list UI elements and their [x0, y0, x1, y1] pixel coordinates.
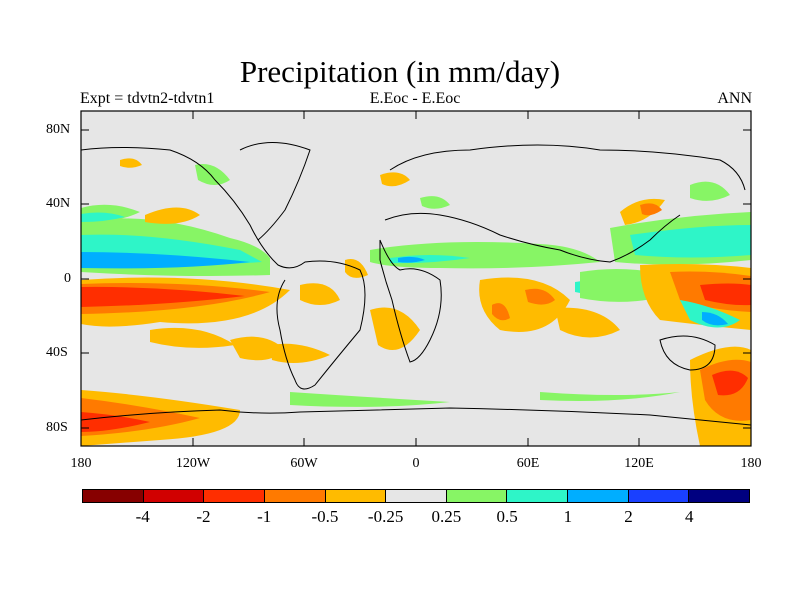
anomaly-region — [195, 164, 230, 185]
anomaly-region — [81, 212, 125, 222]
anomaly-region — [398, 256, 425, 263]
colorbar-label: 2 — [624, 507, 633, 526]
colorbar-label: -2 — [196, 507, 211, 526]
lon-label: 120W — [175, 456, 211, 471]
colorbar-label: -1 — [257, 507, 272, 526]
anomaly-region — [630, 225, 751, 258]
lat-label: 80N — [46, 122, 71, 137]
anomaly-region — [702, 312, 728, 326]
colorbar-swatch — [83, 490, 144, 502]
coastlines — [81, 142, 751, 426]
lon-label: 120E — [624, 456, 654, 471]
colorbar-swatch — [325, 490, 387, 502]
colorbar-swatch — [568, 490, 629, 502]
colorbar-swatch — [143, 490, 205, 502]
lat-label: 40S — [46, 345, 68, 360]
lat-label: 40N — [46, 196, 71, 211]
lon-label: 180 — [70, 456, 92, 471]
lon-label: 180 — [740, 456, 762, 471]
colorbar-label: 0.25 — [431, 507, 462, 526]
anomaly-region — [81, 252, 250, 269]
anomaly-region — [81, 286, 245, 307]
anomaly-region — [700, 283, 751, 306]
subtitle-left: Expt = tdvtn2-tdvtn1 — [80, 90, 215, 107]
colorbar-label: 0.5 — [496, 507, 518, 526]
lat-label: 0 — [64, 271, 71, 286]
lon-label: 0 — [412, 456, 420, 471]
colorbar-label: -0.25 — [367, 507, 404, 526]
colorbar-swatch — [386, 490, 447, 502]
anomaly-region — [145, 207, 200, 224]
plot-title: Precipitation (in mm/day) — [239, 54, 561, 89]
anomaly-region — [690, 181, 730, 201]
anomaly-region — [380, 172, 410, 187]
anomaly-region — [370, 307, 420, 350]
colorbar-label: 4 — [685, 507, 694, 526]
colorbar-label: -0.5 — [311, 507, 339, 526]
anomaly-region — [290, 392, 450, 407]
lat-label: 80S — [46, 420, 68, 435]
colorbar-swatch — [628, 490, 690, 502]
colorbar — [82, 489, 750, 503]
anomaly-region — [555, 307, 620, 338]
anomaly-region — [492, 303, 510, 321]
anomaly-region — [420, 196, 450, 209]
subtitle-center: E.Eoc - E.Eoc — [369, 90, 461, 107]
anomaly-region — [300, 283, 340, 305]
map-field — [81, 111, 751, 446]
anomaly-region — [120, 158, 142, 168]
colorbar-swatch — [507, 490, 569, 502]
anomaly-region — [640, 203, 662, 216]
anomaly-region — [712, 370, 748, 396]
anomaly-region — [540, 392, 680, 401]
anomaly-region — [150, 327, 235, 348]
lon-label: 60W — [290, 456, 318, 471]
axis-ticks — [81, 111, 751, 446]
colorbar-swatch — [689, 490, 750, 502]
colorbar-swatch — [446, 490, 508, 502]
anomaly-region — [81, 412, 150, 432]
anomaly-region — [270, 343, 330, 364]
colorbar-swatch — [204, 490, 265, 502]
subtitle-right: ANN — [717, 90, 752, 107]
anomaly-region — [525, 288, 555, 305]
colorbar-swatch — [264, 490, 326, 502]
colorbar-label: 1 — [563, 507, 573, 526]
colorbar-label: -4 — [135, 507, 150, 526]
lon-label: 60E — [516, 456, 540, 471]
